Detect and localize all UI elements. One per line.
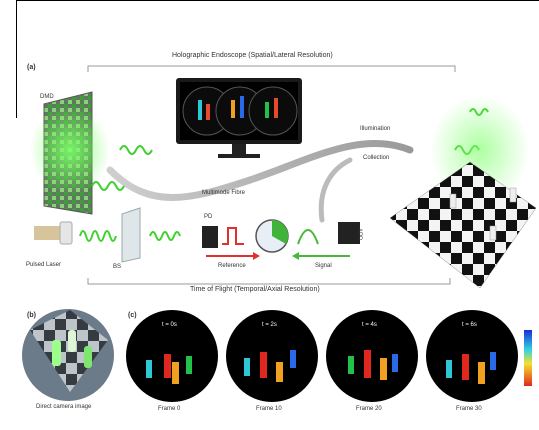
frame-0-image bbox=[126, 310, 218, 402]
dmd-label: DMD bbox=[40, 94, 54, 100]
top-border bbox=[16, 0, 539, 1]
frame-0-caption: Frame 0 bbox=[158, 406, 181, 412]
panel-b-label: (b) bbox=[27, 312, 36, 319]
frame-20-time: t = 4s bbox=[362, 322, 377, 328]
signal-label: Signal bbox=[315, 263, 332, 269]
panel-c-label: (c) bbox=[128, 312, 137, 319]
bs-label: BS bbox=[113, 264, 122, 270]
frame-20-image bbox=[326, 310, 418, 402]
reference-label: Reference bbox=[218, 263, 246, 269]
frame-30-caption: Frame 30 bbox=[456, 406, 482, 412]
frame-10-caption: Frame 10 bbox=[256, 406, 282, 412]
top-caption: Holographic Endoscope (Spatial/Lateral R… bbox=[172, 52, 333, 59]
frame-20-caption: Frame 20 bbox=[356, 406, 382, 412]
camera-caption: Direct camera image bbox=[36, 404, 92, 410]
collection-label: Collection bbox=[363, 155, 390, 161]
frame-0-time: t = 0s bbox=[162, 322, 177, 328]
bottom-caption: Time of Flight (Temporal/Axial Resolutio… bbox=[190, 286, 320, 293]
left-border bbox=[16, 0, 17, 118]
apd-label: APD bbox=[356, 228, 362, 241]
illumination-label: Illumination bbox=[360, 126, 391, 132]
frame-30-time: t = 6s bbox=[462, 322, 477, 328]
frame-10-time: t = 2s bbox=[262, 322, 277, 328]
frame-10-image bbox=[226, 310, 318, 402]
frame-30-image bbox=[426, 310, 518, 402]
fibre-label: Multimode Fibre bbox=[202, 190, 246, 196]
pd-label: PD bbox=[204, 214, 213, 220]
panel-a-label: (a) bbox=[27, 64, 36, 71]
laser-label: Pulsed Laser bbox=[26, 262, 62, 268]
